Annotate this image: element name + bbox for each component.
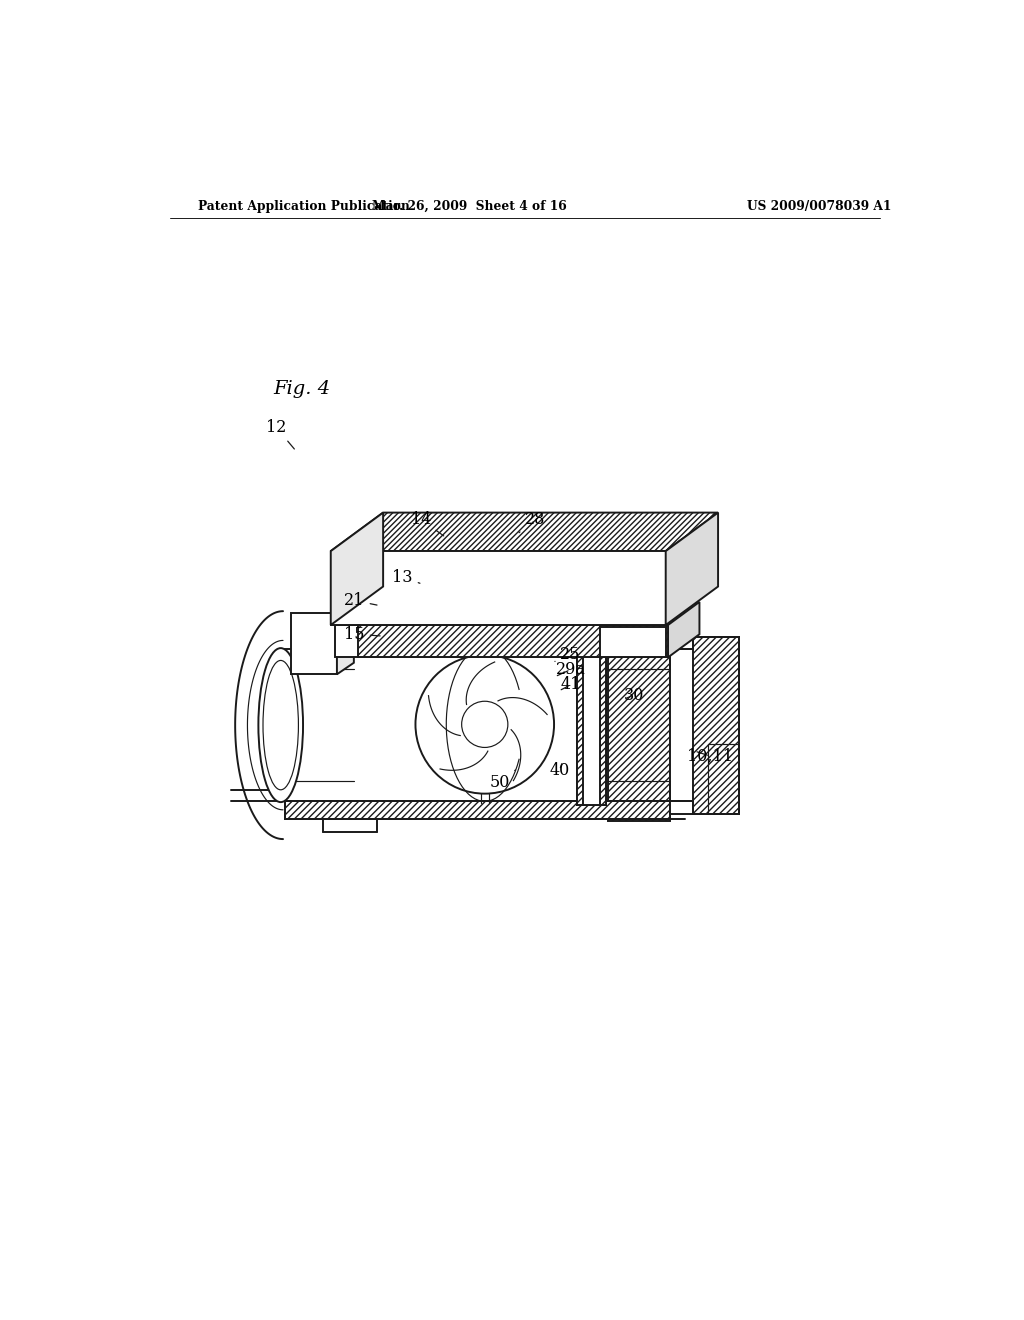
Text: Patent Application Publication: Patent Application Publication: [198, 199, 410, 213]
Polygon shape: [666, 512, 718, 626]
Polygon shape: [608, 657, 670, 821]
Polygon shape: [692, 636, 739, 813]
Text: 10,11: 10,11: [687, 747, 733, 764]
Text: 15: 15: [344, 626, 380, 643]
Text: 29a: 29a: [556, 661, 586, 678]
Text: 40: 40: [549, 762, 569, 779]
Text: 21: 21: [344, 593, 377, 609]
Text: 28: 28: [519, 511, 545, 533]
Polygon shape: [578, 657, 606, 805]
Text: 13: 13: [392, 569, 420, 586]
Polygon shape: [600, 657, 606, 805]
Polygon shape: [337, 601, 354, 675]
Polygon shape: [600, 627, 666, 657]
Polygon shape: [670, 801, 692, 813]
Polygon shape: [335, 626, 668, 657]
Text: 14: 14: [411, 511, 443, 536]
Polygon shape: [670, 636, 692, 649]
Text: 25: 25: [555, 645, 581, 663]
Polygon shape: [668, 602, 699, 657]
Polygon shape: [331, 552, 666, 626]
Text: US 2009/0078039 A1: US 2009/0078039 A1: [746, 199, 891, 213]
Polygon shape: [578, 657, 584, 805]
Polygon shape: [285, 801, 670, 818]
Text: 30: 30: [624, 686, 644, 704]
Polygon shape: [331, 512, 718, 552]
Text: 50: 50: [489, 770, 515, 791]
Text: Fig. 4: Fig. 4: [273, 380, 330, 399]
Polygon shape: [357, 626, 668, 657]
Text: 12: 12: [266, 420, 294, 449]
Text: Mar. 26, 2009  Sheet 4 of 16: Mar. 26, 2009 Sheet 4 of 16: [372, 199, 566, 213]
Circle shape: [416, 655, 554, 793]
Ellipse shape: [258, 648, 303, 803]
Text: 41: 41: [560, 676, 581, 693]
Polygon shape: [291, 612, 337, 675]
Polygon shape: [331, 512, 383, 626]
